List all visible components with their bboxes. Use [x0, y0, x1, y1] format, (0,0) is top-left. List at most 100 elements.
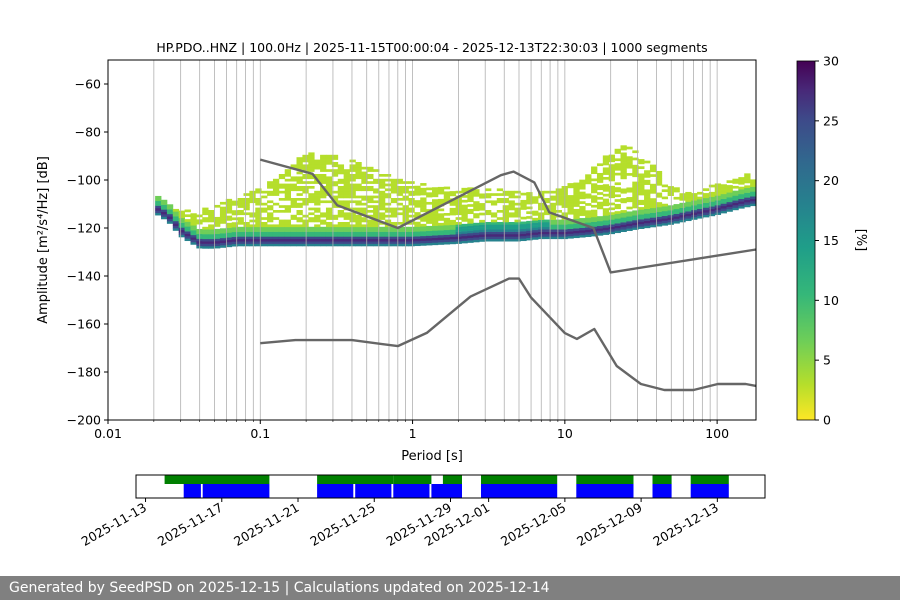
heatmap-cell — [702, 212, 710, 215]
heatmap-cell — [314, 224, 321, 228]
heatmap-cell — [343, 222, 350, 225]
heatmap-cell — [267, 200, 274, 204]
heatmap-cell — [284, 231, 292, 235]
heatmap-cell — [214, 245, 221, 249]
heatmap-cell — [314, 231, 321, 235]
heatmap-cell — [732, 200, 739, 203]
heatmap-cell — [608, 154, 616, 158]
heatmap-cell — [514, 210, 521, 213]
heatmap-cell — [384, 202, 392, 206]
heatmap-cell — [502, 236, 509, 240]
heatmap-cell — [396, 186, 403, 189]
heatmap-cell — [361, 210, 368, 213]
heatmap-cell — [437, 218, 445, 221]
heatmap-cell — [325, 241, 333, 244]
heatmap-cell — [555, 190, 562, 194]
heatmap-cell — [697, 196, 704, 200]
heatmap-cell — [614, 163, 621, 166]
heatmap-cell — [691, 205, 698, 208]
heatmap-cell — [467, 196, 474, 200]
heatmap-cell — [555, 222, 562, 225]
heatmap-cell — [355, 162, 362, 165]
heatmap-cell — [549, 224, 557, 228]
heatmap-cell — [514, 214, 521, 218]
heatmap-cell — [614, 203, 621, 207]
heatmap-cell — [732, 190, 739, 194]
heatmap-cell — [349, 188, 356, 192]
heatmap-cell — [520, 221, 527, 225]
heatmap-cell — [325, 157, 333, 160]
heatmap-cell — [320, 229, 327, 232]
heatmap-cell — [272, 224, 280, 228]
heatmap-cell — [296, 164, 303, 168]
heatmap-cell — [632, 220, 639, 223]
heatmap-cell — [378, 214, 386, 218]
heatmap-cell — [649, 186, 657, 189]
heatmap-cell — [325, 154, 333, 158]
heatmap-cell — [626, 218, 633, 222]
heatmap-cell — [243, 222, 250, 225]
heatmap-cell — [555, 236, 562, 240]
heatmap-cell — [337, 200, 345, 204]
heatmap-cell — [526, 220, 533, 224]
heatmap-cell — [214, 240, 221, 244]
heatmap-cell — [626, 225, 633, 229]
heatmap-cell — [378, 205, 386, 208]
heatmap-cell — [573, 204, 580, 207]
heatmap-cell — [231, 239, 238, 242]
heatmap-cell — [726, 199, 733, 203]
heatmap-cell — [702, 202, 710, 206]
heatmap-cell — [284, 198, 292, 201]
heatmap-cell — [520, 199, 527, 203]
heatmap-cell — [214, 216, 221, 220]
heatmap-cell — [308, 166, 315, 170]
heatmap-cell — [502, 226, 509, 230]
heatmap-cell — [331, 214, 339, 218]
heatmap-cell — [231, 243, 238, 247]
heatmap-cell — [367, 174, 374, 177]
heatmap-cell — [485, 193, 492, 196]
heatmap-cell — [231, 234, 238, 237]
heatmap-cell — [325, 222, 333, 225]
heatmap-cell — [479, 222, 486, 225]
heatmap-cell — [638, 221, 645, 225]
heatmap-cell — [555, 231, 562, 235]
heatmap-cell — [744, 187, 751, 191]
heatmap-cell — [396, 181, 403, 184]
heatmap-cell — [219, 240, 227, 243]
heatmap-cell — [190, 213, 197, 216]
heatmap-cell — [608, 169, 616, 172]
heatmap-cell — [337, 226, 345, 230]
heatmap-cell — [214, 233, 221, 237]
heatmap-cell — [414, 228, 421, 232]
heatmap-cell — [697, 211, 704, 214]
heatmap-cell — [461, 235, 468, 239]
heatmap-cell — [567, 207, 574, 210]
heatmap-cell — [585, 210, 592, 214]
heatmap-cell — [602, 222, 610, 226]
heatmap-cell — [708, 201, 716, 205]
heatmap-cell — [373, 231, 380, 235]
heatmap-cell — [532, 227, 539, 231]
heatmap-cell — [461, 187, 468, 191]
heatmap-cell — [579, 184, 586, 188]
heatmap-cell — [214, 238, 221, 242]
heatmap-cell — [314, 217, 321, 220]
heatmap-cell — [155, 212, 162, 216]
heatmap-cell — [325, 214, 333, 218]
heatmap-cell — [255, 188, 262, 192]
heatmap-cell — [278, 222, 286, 225]
heatmap-cell — [284, 243, 292, 247]
heatmap-cell — [461, 240, 468, 244]
heatmap-cell — [161, 202, 168, 205]
heatmap-cell — [708, 208, 716, 212]
heatmap-cell — [691, 193, 698, 196]
date-tick-label: 2025-11-17 — [155, 500, 225, 549]
heatmap-cell — [496, 222, 504, 225]
heatmap-cell — [549, 190, 557, 194]
heatmap-cell — [426, 240, 433, 244]
heatmap-cell — [702, 195, 710, 199]
heatmap-cell — [632, 188, 639, 192]
heatmap-cell — [343, 212, 350, 216]
heatmap-cell — [243, 198, 250, 201]
